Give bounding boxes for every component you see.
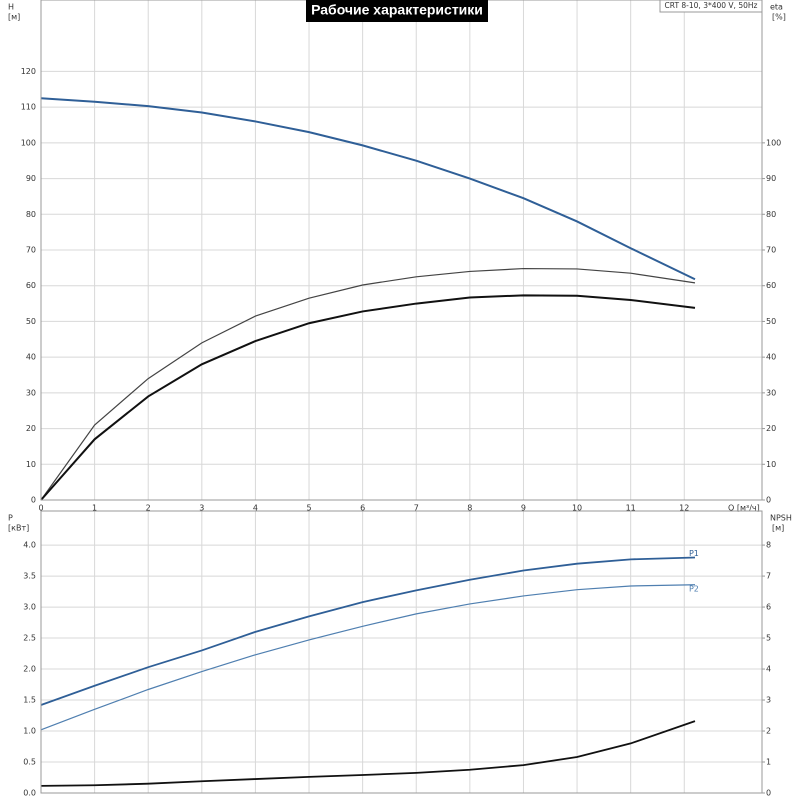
y-tick-label: 0	[31, 496, 36, 505]
x-tick-label: 12	[679, 504, 689, 513]
x-tick-label: 10	[572, 504, 582, 513]
y-tick-label: 3.5	[23, 572, 36, 581]
y2-tick-label: 6	[766, 603, 771, 612]
y-axis-label: H	[8, 3, 14, 12]
y-tick-label: 10	[26, 460, 36, 469]
x-tick-label: 8	[467, 504, 472, 513]
series-line	[40, 294, 696, 501]
model-label: CRT 8-10, 3*400 V, 50Hz	[665, 1, 758, 10]
y2-tick-label: 80	[766, 210, 776, 219]
series-line	[40, 267, 696, 501]
y-tick-label: 60	[26, 281, 36, 290]
plot-frame	[40, 0, 763, 501]
y-tick-label: 1.0	[23, 727, 36, 736]
y2-tick-label: 1	[766, 758, 771, 767]
y-tick-label: 90	[26, 174, 36, 183]
y2-tick-label: 20	[766, 424, 776, 433]
series-line	[40, 556, 696, 706]
y-axis-unit: [м]	[8, 13, 20, 22]
y-tick-label: 20	[26, 424, 36, 433]
x-tick-label: 7	[414, 504, 419, 513]
y2-axis-unit: [м]	[772, 524, 784, 533]
y-tick-label: 100	[21, 138, 36, 147]
x-tick-label: 11	[626, 504, 636, 513]
y-tick-label: 110	[21, 103, 36, 112]
y2-tick-label: 10	[766, 460, 776, 469]
y-tick-label: 70	[26, 246, 36, 255]
y2-tick-label: 0	[766, 496, 771, 505]
x-tick-label: 3	[199, 504, 204, 513]
chart-title: Рабочие характеристики	[311, 2, 483, 18]
y-tick-label: 2.0	[23, 665, 36, 674]
series-label: P2	[689, 584, 699, 593]
y2-axis-unit: [%]	[772, 13, 786, 22]
title-box	[306, 0, 488, 22]
model-box	[659, 0, 763, 13]
y-tick-label: 80	[26, 210, 36, 219]
x-tick-label: 0	[38, 504, 43, 513]
y2-tick-label: 3	[766, 696, 771, 705]
y-tick-label: 120	[21, 67, 36, 76]
y-tick-label: 2.5	[23, 634, 36, 643]
y2-tick-label: 0	[766, 789, 771, 798]
y-tick-label: 50	[26, 317, 36, 326]
x-tick-label: 4	[253, 504, 258, 513]
y-tick-label: 3.0	[23, 603, 36, 612]
y2-tick-label: 90	[766, 174, 776, 183]
y-axis-unit: [кВт]	[8, 524, 29, 533]
y2-tick-label: 8	[766, 541, 771, 550]
y2-tick-label: 30	[766, 388, 776, 397]
series-line	[40, 97, 696, 281]
y-tick-label: 30	[26, 388, 36, 397]
series-label: P1	[689, 549, 699, 558]
x-tick-label: 6	[360, 504, 365, 513]
y2-tick-label: 4	[766, 665, 771, 674]
x-tick-label: 1	[92, 504, 97, 513]
y2-axis-label: eta	[770, 3, 783, 12]
y2-tick-label: 40	[766, 353, 776, 362]
y2-tick-label: 2	[766, 727, 771, 736]
y-tick-label: 1.5	[23, 696, 36, 705]
y-tick-label: 0.0	[23, 789, 36, 798]
y2-tick-label: 7	[766, 572, 771, 581]
y2-tick-label: 100	[766, 138, 781, 147]
plot-frame	[40, 510, 763, 794]
series-line	[40, 584, 696, 731]
y-tick-label: 40	[26, 353, 36, 362]
y-tick-label: 4.0	[23, 541, 36, 550]
x-tick-label: 2	[146, 504, 151, 513]
y2-axis-label: NPSH	[770, 514, 792, 523]
x-tick-label: 5	[306, 504, 311, 513]
y2-tick-label: 70	[766, 246, 776, 255]
y2-tick-label: 5	[766, 634, 771, 643]
y2-tick-label: 50	[766, 317, 776, 326]
y-axis-label: P	[8, 514, 13, 523]
x-axis-label: Q [м³/ч]	[728, 504, 760, 513]
y-tick-label: 0.5	[23, 758, 36, 767]
x-tick-label: 9	[521, 504, 526, 513]
series-line	[40, 720, 696, 787]
y2-tick-label: 60	[766, 281, 776, 290]
